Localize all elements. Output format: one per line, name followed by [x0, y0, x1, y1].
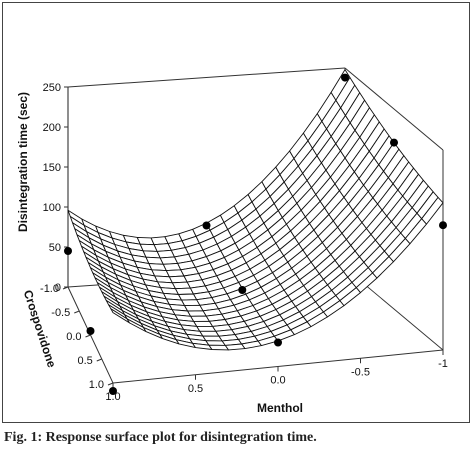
design-point — [86, 327, 95, 335]
crospovidone-tick-mark — [74, 310, 80, 314]
crospovidone-tick-label: -1.0 — [40, 283, 59, 295]
crospovidone-tick-mark — [62, 286, 69, 290]
crospovidone-tick-mark — [85, 334, 91, 338]
figure-caption: Fig. 1: Response surface plot for disint… — [4, 430, 317, 445]
z-tick-label: 0 — [55, 282, 61, 294]
z-tick-label: 50 — [49, 242, 61, 254]
menthol-tick-label: -1 — [438, 358, 448, 370]
design-point — [274, 338, 282, 347]
design-point — [439, 221, 447, 230]
crospovidone-tick-label: 0.5 — [77, 355, 92, 367]
design-point — [341, 73, 349, 82]
x-axis-title: Menthol — [257, 401, 303, 415]
crospovidone-tick-mark — [96, 358, 102, 362]
z-tick-label: 100 — [43, 202, 61, 214]
crospovidone-tick-label: -0.5 — [51, 307, 70, 319]
back-top-edge — [67, 67, 346, 88]
menthol-tick-label: 1.0 — [105, 391, 120, 403]
design-point — [109, 387, 117, 395]
crospovidone-tick-label: 0.0 — [66, 331, 81, 343]
menthol-tick-label: 0.5 — [188, 383, 203, 395]
design-point — [238, 286, 247, 294]
right-top-edge — [344, 67, 444, 151]
response-surface-plot: 0 50 100 150 200 250 -1.0 -0.5 0.0 0.5 1.01.0 0.5 0.… — [16, 67, 448, 415]
tick-labels: 0 50 100 150 200 250 -1.0 -0.5 0.0 0.5 1.01.0 0.5 0.… — [40, 82, 448, 403]
crospovidone-tick-mark — [107, 382, 114, 386]
z-axis-title: Disintegration time (sec) — [16, 92, 30, 232]
menthol-tick-label: -0.5 — [351, 366, 370, 378]
surface-cell — [421, 196, 444, 225]
design-point — [390, 138, 398, 147]
surface-mesh — [67, 69, 444, 351]
y-axis-title: Crospovidone — [21, 288, 59, 369]
z-tick-label: 250 — [43, 82, 61, 94]
menthol-tick-label: 0.0 — [270, 375, 285, 387]
z-tick-label: 200 — [43, 122, 61, 134]
z-tick-label: 150 — [43, 162, 61, 174]
design-point — [64, 247, 72, 255]
crospovidone-tick-label: 1.0 — [89, 379, 104, 391]
design-points — [64, 73, 447, 395]
design-point — [202, 221, 211, 230]
